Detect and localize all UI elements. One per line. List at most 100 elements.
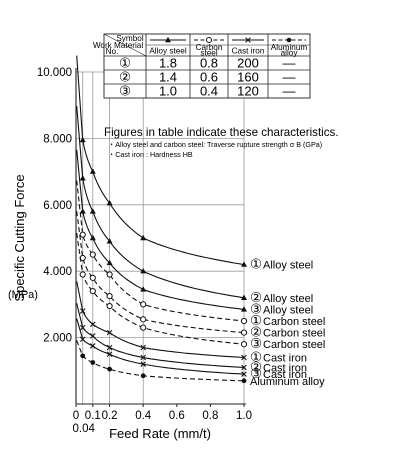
series-label-number: ②	[250, 325, 262, 340]
grid-lines	[76, 71, 245, 404]
series-label-text: Carbon steel	[263, 339, 325, 351]
series-label-number: ③	[250, 336, 262, 351]
marker-circle	[140, 316, 147, 323]
series-label-text: Alloy steel	[263, 260, 313, 272]
table-col-header: Carbon	[196, 43, 223, 52]
series-label: ② Carbon steel	[250, 325, 325, 340]
marker-circle	[240, 341, 248, 348]
table-cell: —	[283, 84, 296, 99]
series-label-number: ①	[250, 257, 262, 272]
table-cell: 0.8	[200, 56, 218, 71]
marker-cross	[241, 364, 247, 371]
table-symbol-circle	[206, 37, 212, 43]
series-label-text: Cast iron	[263, 369, 307, 381]
marker-circle	[240, 329, 248, 336]
y-tick-label: 10.000	[37, 67, 72, 79]
marker-cross	[241, 354, 247, 361]
table-col-header: Aluminum	[271, 43, 308, 52]
series-label-text: Alloy steel	[263, 304, 313, 316]
marker-triangle	[241, 261, 247, 267]
marker-cross	[140, 361, 146, 367]
series-label: ① Cast iron	[250, 350, 307, 365]
y-tick-label: 6.000	[43, 200, 72, 212]
marker-dot	[107, 366, 112, 372]
marker-triangle	[89, 234, 96, 241]
series-label: ③ Alloy steel	[250, 301, 313, 316]
y-axis-unit: (MPa)	[8, 289, 38, 301]
marker-dot	[80, 353, 86, 359]
series-label: ② Cast iron	[250, 359, 307, 374]
marker-triangle	[140, 234, 147, 241]
marker-circle	[89, 251, 96, 258]
marker-cross	[106, 329, 113, 336]
table-row-no: ③	[119, 84, 131, 99]
marker-circle	[106, 271, 113, 278]
marker-triangle	[241, 294, 247, 300]
series-label: ① Alloy steel	[250, 257, 313, 272]
series-line-carbon-4	[76, 180, 245, 322]
marker-circle	[240, 317, 248, 325]
marker-dot	[140, 373, 146, 379]
x-tick-label: 0.6	[169, 410, 185, 422]
x-tick-label: 0.1	[85, 410, 101, 422]
series-label-text: Aluminum alloy	[250, 376, 325, 388]
table-cell: 160	[237, 70, 259, 85]
series-label: Aluminum alloy	[250, 376, 325, 388]
series-lines	[76, 55, 248, 384]
marker-cross	[106, 351, 113, 357]
table-row-no: ②	[119, 70, 131, 85]
marker-cross	[90, 333, 96, 339]
marker-circle	[89, 288, 96, 295]
x-tick-label: 0.8	[202, 410, 218, 422]
marker-triangle	[241, 306, 247, 312]
table-header-work-material: Work Material	[93, 41, 144, 50]
marker-cross	[79, 308, 86, 314]
table-col-header: steel	[200, 49, 217, 58]
series-label-number: ①	[250, 313, 262, 328]
table-row-no: ①	[119, 56, 131, 71]
marker-circle	[140, 301, 147, 308]
marker-cross	[90, 343, 96, 349]
table-cell: —	[283, 70, 296, 85]
table-cell: 1.8	[159, 56, 177, 71]
marker-cross	[79, 336, 86, 343]
marker-triangle	[140, 286, 147, 292]
table-symbol-cross	[245, 37, 251, 43]
table-diagonal	[103, 33, 147, 57]
table-cell: 120	[237, 84, 259, 99]
series-line-carbon-5	[76, 211, 245, 334]
table-cell: 0.6	[200, 70, 218, 85]
table-symbol-dot	[286, 37, 292, 43]
marker-triangle	[106, 199, 113, 206]
x-tick-label: 0.2	[102, 410, 118, 422]
note-line1: ・Alloy steel and carbon steel: Traverse …	[108, 140, 322, 149]
series-label: ① Carbon steel	[250, 313, 325, 328]
marker-dot	[90, 360, 96, 365]
series-label-text: Alloy steel	[263, 293, 313, 305]
x-tick-label: 0	[73, 410, 79, 422]
marker-triangle	[106, 259, 113, 266]
table-symbol-triangle	[165, 36, 171, 43]
table-cell: 1.0	[159, 84, 177, 99]
table-header-symbol: Symbol	[116, 34, 143, 43]
marker-triangle	[79, 136, 86, 143]
table-col-header: Alloy steel	[149, 47, 186, 56]
series-label-text: Cast iron	[263, 353, 307, 365]
table-cell: 200	[237, 56, 259, 71]
marker-triangle	[89, 168, 96, 174]
note-line2: ・Cast iron : Hardness HB	[108, 150, 193, 159]
y-tick-label: 8.000	[43, 133, 72, 145]
series-label: ③ Cast iron	[250, 366, 307, 381]
series-label-number: ①	[250, 350, 262, 365]
series-line-castiron-8	[76, 303, 245, 369]
marker-cross	[241, 371, 247, 377]
marker-triangle	[79, 208, 86, 214]
x-tick-label: 1.0	[236, 410, 252, 422]
table-cell: 1.4	[159, 70, 177, 85]
series-label: ③ Carbon steel	[250, 336, 325, 351]
marker-triangle	[79, 175, 86, 181]
marker-cross	[140, 354, 146, 361]
